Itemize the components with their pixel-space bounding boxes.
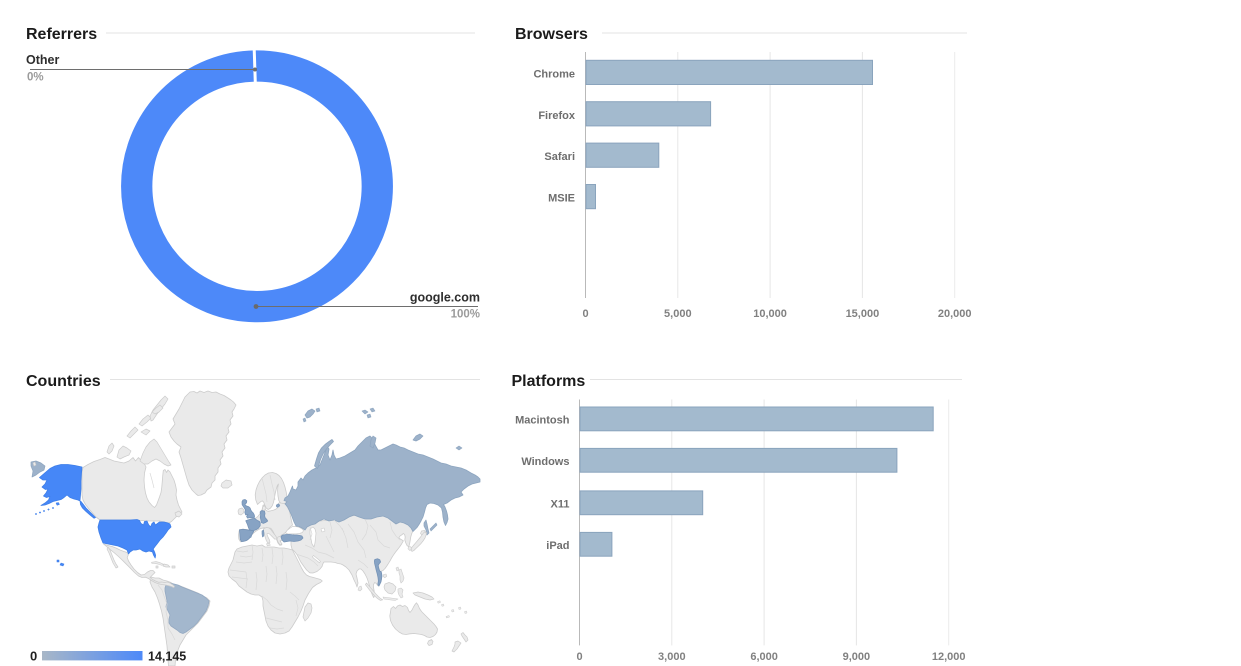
svg-text:0: 0 <box>30 649 37 664</box>
svg-text:Macintosh: Macintosh <box>515 414 570 426</box>
svg-text:Firefox: Firefox <box>538 110 576 122</box>
svg-text:0%: 0% <box>27 72 44 84</box>
svg-text:Other: Other <box>26 53 59 67</box>
svg-text:google.com: google.com <box>410 291 480 305</box>
svg-text:Countries: Countries <box>26 373 101 390</box>
svg-text:6,000: 6,000 <box>750 651 778 663</box>
svg-text:Referrers: Referrers <box>26 26 97 43</box>
svg-text:9,000: 9,000 <box>843 651 871 663</box>
svg-text:100%: 100% <box>451 309 480 321</box>
svg-text:10,000: 10,000 <box>753 308 787 320</box>
svg-text:0: 0 <box>576 651 582 663</box>
svg-text:0: 0 <box>582 308 588 320</box>
svg-text:5,000: 5,000 <box>664 308 692 320</box>
svg-text:X11: X11 <box>551 498 570 510</box>
svg-text:Windows: Windows <box>521 456 569 468</box>
svg-text:12,000: 12,000 <box>932 651 966 663</box>
svg-text:3,000: 3,000 <box>658 651 686 663</box>
svg-text:Safari: Safari <box>544 151 575 163</box>
svg-text:Chrome: Chrome <box>533 68 575 80</box>
svg-text:MSIE: MSIE <box>548 193 575 205</box>
svg-text:Browsers: Browsers <box>515 26 588 43</box>
svg-text:20,000: 20,000 <box>938 308 972 320</box>
svg-text:iPad: iPad <box>546 540 569 552</box>
svg-text:Platforms: Platforms <box>512 373 586 390</box>
svg-text:15,000: 15,000 <box>846 308 880 320</box>
svg-text:14,145: 14,145 <box>148 650 186 664</box>
